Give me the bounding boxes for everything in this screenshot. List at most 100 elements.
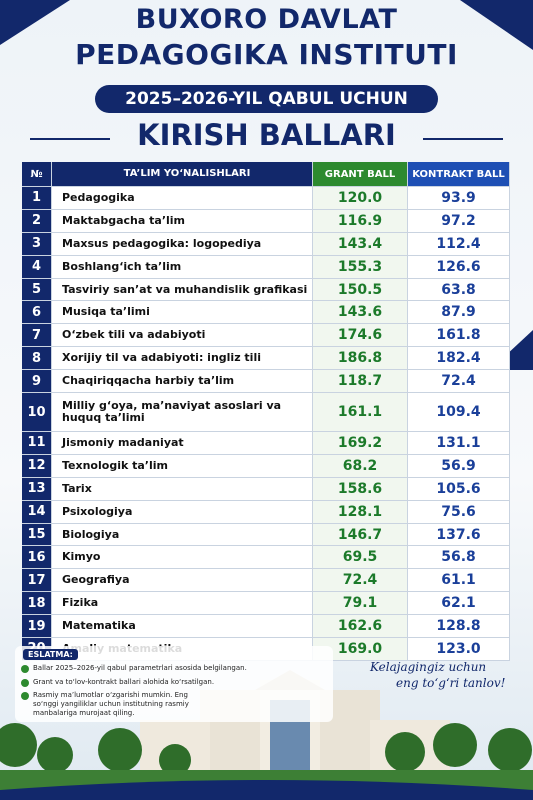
row-number: 16 [22, 546, 52, 569]
contract-score: 161.8 [408, 324, 510, 347]
slogan: Kelajagingiz uchun [370, 660, 487, 674]
column-header: TA’LIM YO‘NALISHLARI [52, 162, 313, 186]
table-row: 10 Milliy g‘oya, ma’naviyat asoslari va h… [22, 393, 510, 433]
program-name: Maxsus pedagogika: logopediya [52, 232, 313, 255]
contract-score: 56.8 [408, 546, 510, 569]
row-number: 8 [22, 347, 52, 370]
program-name: Maktabgacha ta’lim [52, 209, 313, 232]
program-name: Fizika [52, 592, 313, 615]
table-row: 17 Geografiya 72.4 61.1 [22, 569, 510, 593]
contract-score: 61.1 [408, 569, 510, 592]
title-line: BUXORO DAVLAT [135, 4, 398, 35]
contract-score: 105.6 [408, 477, 510, 500]
row-number: 17 [22, 569, 52, 592]
title-line: PEDAGOGIKA INSTITUTI [75, 38, 458, 71]
slogan: eng to‘g‘ri tanlov! [396, 676, 506, 690]
contract-score: 63.8 [408, 278, 510, 301]
notes-title: ESLATMA: [23, 649, 78, 660]
note: Rasmiy ma’lumotlar o‘zgarishi mumkin. En… [33, 691, 189, 717]
program-name: Xorijiy til va adabiyoti: ingliz tili [52, 347, 313, 370]
table-row: 13 Tarix 158.6 105.6 [22, 477, 510, 501]
grant-score: 162.6 [313, 615, 408, 638]
program-name: Tarix [52, 477, 313, 500]
grant-score: 155.3 [313, 255, 408, 278]
contract-score: 123.0 [408, 638, 510, 660]
table-row: 12 Texnologik ta’lim 68.2 56.9 [22, 454, 510, 478]
contract-score: 137.6 [408, 523, 510, 546]
table-row: 9 Chaqiriqqacha harbiy ta’lim 118.7 72.4 [22, 370, 510, 394]
contract-score: 72.4 [408, 370, 510, 393]
bullet [21, 679, 29, 687]
column-header: GRANT BALL [313, 162, 408, 186]
program-name: Kimyo [52, 546, 313, 569]
row-number: 6 [22, 301, 52, 324]
program-name: Biologiya [52, 523, 313, 546]
table-row: 5 Tasviriy san’at va muhandislik grafikas… [22, 278, 510, 302]
rule [423, 138, 503, 140]
row-number: 18 [22, 592, 52, 615]
row-number: 4 [22, 255, 52, 278]
contract-score: 93.9 [408, 187, 510, 209]
contract-score: 109.4 [408, 393, 510, 432]
table-row: 16 Kimyo 69.5 56.8 [22, 546, 510, 570]
grant-score: 120.0 [313, 187, 408, 209]
column-header: KONTRAKT BALL [408, 162, 510, 186]
row-number: 15 [22, 523, 52, 546]
table: № TA’LIM YO‘NALISHLARI GRANT BALL KONTRAKT … [22, 162, 510, 661]
grant-score: 118.7 [313, 370, 408, 393]
row-number: 12 [22, 454, 52, 477]
table-row: 19 Matematika 162.6 128.8 [22, 615, 510, 639]
table-row: 3 Maxsus pedagogika: logopediya 143.4 112.4 [22, 232, 510, 256]
contract-score: 131.1 [408, 432, 510, 454]
program-name: Jismoniy madaniyat [52, 432, 313, 454]
program-name: Boshlang‘ich ta’lim [52, 255, 313, 278]
program-name: Chaqiriqqacha harbiy ta’lim [52, 370, 313, 393]
row-number: 9 [22, 370, 52, 393]
program-name: O‘zbek tili va adabiyoti [52, 324, 313, 347]
bullet [21, 665, 29, 673]
contract-score: 87.9 [408, 301, 510, 324]
grant-score: 143.4 [313, 232, 408, 255]
row-number: 1 [22, 187, 52, 209]
subtitle: 2025–2026-YIL QABUL UCHUN [95, 85, 438, 113]
table-row: 11 Jismoniy madaniyat 169.2 131.1 [22, 432, 510, 455]
column-header: № [22, 162, 52, 186]
table-row: 4 Boshlang‘ich ta’lim 155.3 126.6 [22, 255, 510, 279]
contract-score: 75.6 [408, 500, 510, 523]
grant-score: 143.6 [313, 301, 408, 324]
table-row: 6 Musiqa ta’limi 143.6 87.9 [22, 301, 510, 325]
program-name: Psixologiya [52, 500, 313, 523]
program-name: Musiqa ta’limi [52, 301, 313, 324]
row-number: 5 [22, 278, 52, 301]
heading: KIRISH BALLARI [137, 118, 396, 152]
notes: ESLATMA: Ballar 2025–2026-yil qabul para… [15, 646, 333, 722]
grant-score: 72.4 [313, 569, 408, 592]
table-row: 8 Xorijiy til va adabiyoti: ingliz tili 18… [22, 347, 510, 371]
contract-score: 112.4 [408, 232, 510, 255]
table-row: 2 Maktabgacha ta’lim 116.9 97.2 [22, 209, 510, 233]
contract-score: 97.2 [408, 209, 510, 232]
program-name: Geografiya [52, 569, 313, 592]
row-number: 19 [22, 615, 52, 638]
grant-score: 150.5 [313, 278, 408, 301]
table-row: 1 Pedagogika 120.0 93.9 [22, 187, 510, 210]
row-number: 14 [22, 500, 52, 523]
program-name: Pedagogika [52, 187, 313, 209]
note: Ballar 2025–2026-yil qabul parametrlari … [33, 664, 247, 672]
grant-score: 169.2 [313, 432, 408, 454]
grant-score: 186.8 [313, 347, 408, 370]
contract-score: 62.1 [408, 592, 510, 615]
row-number: 13 [22, 477, 52, 500]
row-number: 10 [22, 393, 52, 432]
contract-score: 182.4 [408, 347, 510, 370]
grant-score: 146.7 [313, 523, 408, 546]
grant-score: 158.6 [313, 477, 408, 500]
program-name: Milliy g‘oya, ma’naviyat asoslari va huq… [52, 393, 313, 432]
program-name: Tasviriy san’at va muhandislik grafikasi [52, 278, 313, 301]
grant-score: 128.1 [313, 500, 408, 523]
contract-score: 126.6 [408, 255, 510, 278]
grant-score: 79.1 [313, 592, 408, 615]
note: Grant va to‘lov-kontrakt ballari alohida… [33, 678, 215, 686]
grant-score: 169.0 [313, 638, 408, 660]
